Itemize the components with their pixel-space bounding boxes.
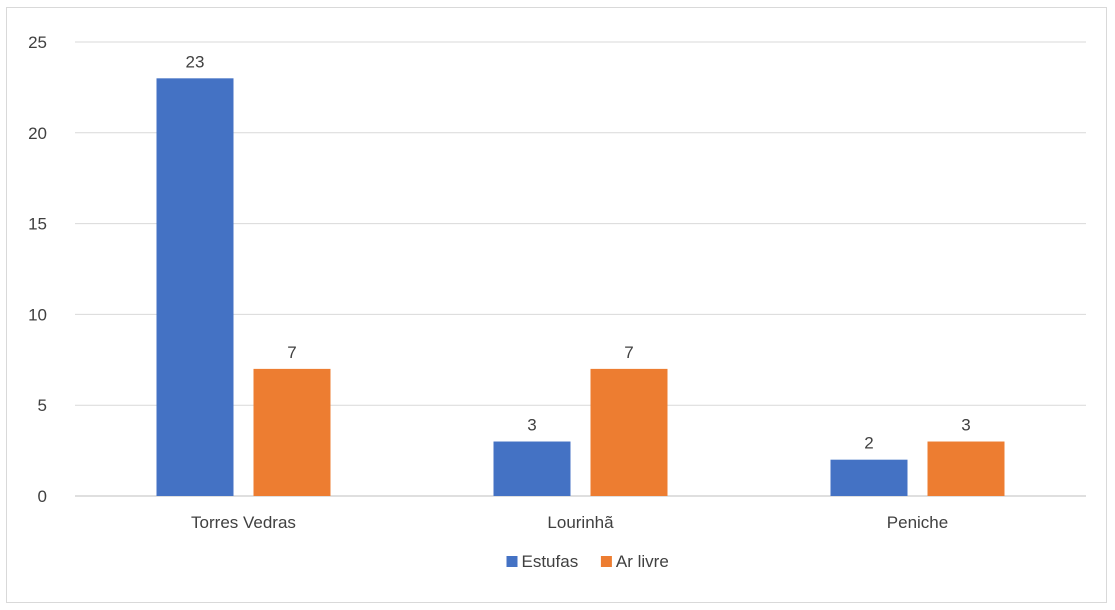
bar — [493, 441, 571, 496]
legend-label: Estufas — [522, 552, 579, 571]
bar — [927, 441, 1005, 496]
data-label: 7 — [624, 343, 633, 362]
x-axis-ticks: Torres Vedras Lourinhã Peniche — [191, 513, 948, 532]
gridlines — [75, 41, 1086, 497]
data-label: 2 — [864, 434, 873, 453]
x-tick-label: Torres Vedras — [191, 513, 296, 532]
legend-swatch — [600, 556, 612, 567]
legend-label: Ar livre — [616, 552, 669, 571]
data-label: 7 — [287, 343, 296, 362]
y-tick-label: 0 — [38, 487, 47, 506]
bar — [156, 78, 234, 496]
legend: Estufas Ar livre — [506, 552, 669, 571]
data-label: 3 — [527, 416, 536, 435]
bars — [156, 78, 1005, 496]
y-tick-label: 5 — [38, 396, 47, 415]
bar — [830, 459, 908, 496]
y-tick-label: 25 — [28, 33, 47, 52]
bar — [590, 368, 668, 496]
data-label: 23 — [186, 52, 205, 71]
y-axis-ticks: 0 5 10 15 20 25 — [28, 33, 47, 506]
y-tick-label: 20 — [28, 124, 47, 143]
y-tick-label: 15 — [28, 215, 47, 234]
data-label: 3 — [961, 416, 970, 435]
y-tick-label: 10 — [28, 305, 47, 324]
x-tick-label: Peniche — [887, 513, 948, 532]
x-tick-label: Lourinhã — [547, 513, 614, 532]
bar — [253, 368, 331, 496]
chart-frame: 0 5 10 15 20 25 23 7 3 7 2 3 Torres Vedras Lourinhã… — [6, 7, 1107, 603]
legend-swatch — [506, 556, 518, 567]
